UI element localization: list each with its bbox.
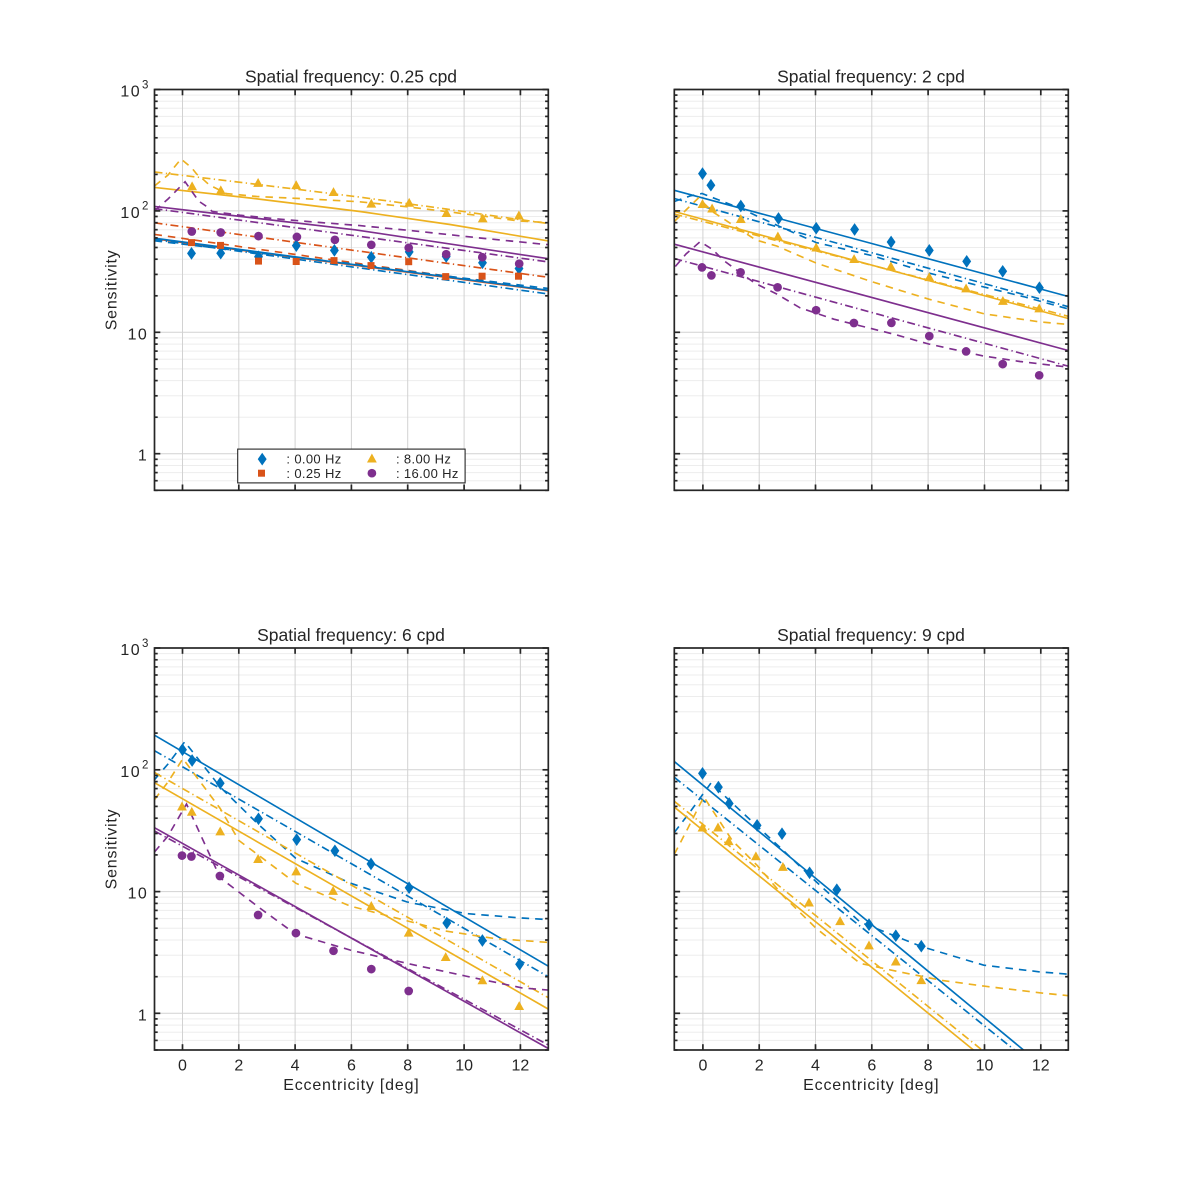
svg-text:Sensitivity: Sensitivity xyxy=(104,249,121,330)
svg-text:10: 10 xyxy=(120,84,141,101)
svg-text:10: 10 xyxy=(128,886,149,903)
svg-text:6: 6 xyxy=(347,1058,356,1075)
svg-text:Sensitivity: Sensitivity xyxy=(104,809,121,890)
svg-text:Spatial frequency: 2 cpd: Spatial frequency: 2 cpd xyxy=(777,67,965,87)
svg-text:Eccentricity [deg]: Eccentricity [deg] xyxy=(803,1077,939,1094)
svg-text:4: 4 xyxy=(291,1058,300,1075)
svg-text:10: 10 xyxy=(120,205,141,222)
svg-text:Eccentricity [deg]: Eccentricity [deg] xyxy=(283,1077,419,1094)
svg-text:6: 6 xyxy=(867,1058,876,1075)
svg-text:8: 8 xyxy=(403,1058,412,1075)
svg-text:: 16.00 Hz: : 16.00 Hz xyxy=(396,466,459,481)
svg-text:1: 1 xyxy=(138,1007,148,1024)
svg-text:: 8.00 Hz: : 8.00 Hz xyxy=(396,451,451,466)
svg-text:3: 3 xyxy=(142,79,148,91)
svg-text:10: 10 xyxy=(120,764,141,781)
svg-text:4: 4 xyxy=(811,1058,820,1075)
svg-text:Spatial frequency: 9 cpd: Spatial frequency: 9 cpd xyxy=(777,625,965,645)
svg-text:: 0.25 Hz: : 0.25 Hz xyxy=(286,466,341,481)
svg-text:2: 2 xyxy=(755,1058,764,1075)
svg-text:1: 1 xyxy=(138,448,148,465)
svg-text:Spatial frequency: 0.25 cpd: Spatial frequency: 0.25 cpd xyxy=(245,67,457,87)
svg-text:10: 10 xyxy=(128,326,149,343)
svg-text:10: 10 xyxy=(976,1058,994,1075)
svg-text:0: 0 xyxy=(698,1058,707,1075)
svg-text:2: 2 xyxy=(142,201,148,213)
svg-text:12: 12 xyxy=(1032,1058,1050,1075)
svg-text:0: 0 xyxy=(178,1058,187,1075)
svg-text:3: 3 xyxy=(142,638,148,650)
svg-text:12: 12 xyxy=(512,1058,530,1075)
svg-text:10: 10 xyxy=(455,1058,473,1075)
svg-text:Spatial frequency: 6 cpd: Spatial frequency: 6 cpd xyxy=(257,625,445,645)
svg-text:2: 2 xyxy=(234,1058,243,1075)
svg-text:8: 8 xyxy=(924,1058,933,1075)
svg-text:10: 10 xyxy=(120,642,141,659)
svg-text:2: 2 xyxy=(142,760,148,772)
svg-text:: 0.00 Hz: : 0.00 Hz xyxy=(286,451,341,466)
